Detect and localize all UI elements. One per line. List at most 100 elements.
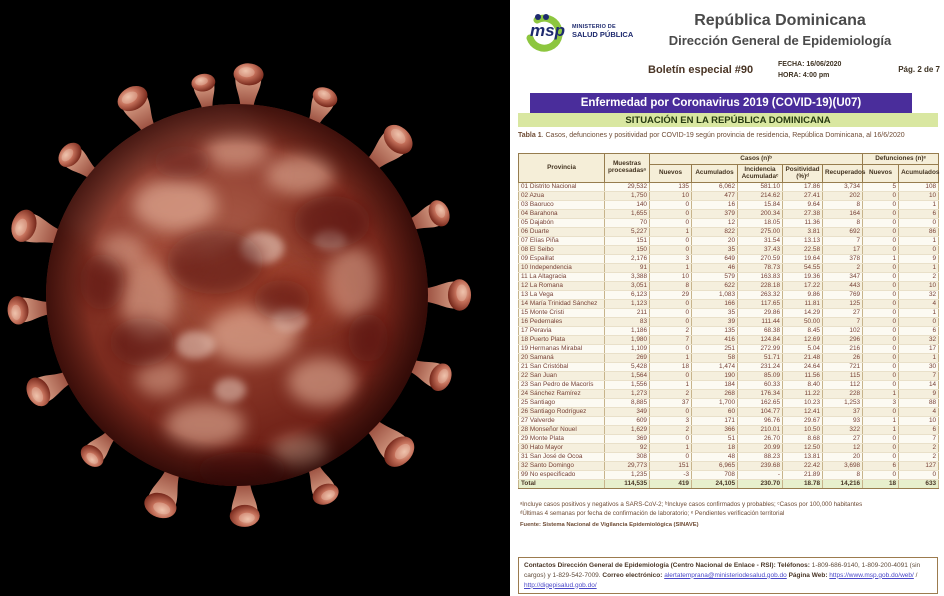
total-label: Total	[518, 479, 605, 489]
cell-value: 477	[691, 191, 738, 201]
table-row: 04 Barahona 1,655 0 379 200.34 27.38 164 0 6	[518, 209, 940, 219]
cell-value: 29	[649, 290, 692, 300]
cell-value: 15.84	[737, 200, 783, 210]
footnote-line: ᵈÚltimas 4 semanas por fecha de confirma…	[520, 509, 785, 517]
cell-value: 115	[821, 371, 864, 381]
table-row: 12 La Romana 3,051 8 622 228.18 17.22 443 0 10	[518, 281, 940, 291]
cell-value: 378	[821, 254, 864, 264]
total-value: 14,216	[821, 479, 864, 489]
cell-value: 112	[821, 380, 864, 390]
cell-value: 5,227	[604, 227, 650, 237]
cell-value: 1,253	[821, 398, 864, 408]
cell-value: 10	[898, 191, 940, 201]
virus-svg	[6, 62, 472, 528]
cell-value: 9	[898, 389, 940, 399]
cell-value: 51	[691, 434, 738, 444]
total-value: 114,535	[604, 479, 650, 489]
cell-value: 29,773	[604, 461, 650, 471]
cell-value: 581.10	[737, 182, 783, 192]
cell-value: 16	[691, 200, 738, 210]
footer-link[interactable]: https://www.msp.gob.do/web/	[829, 571, 914, 579]
cell-value: 29.86	[737, 308, 783, 318]
cell-value: 85.09	[737, 371, 783, 381]
footer-link[interactable]: alertatemprana@ministeriodesalud.gob.do	[664, 571, 787, 579]
cell-value: 27.41	[782, 191, 823, 201]
cell-value: 0	[862, 209, 900, 219]
cell-value: 0	[898, 470, 940, 480]
cell-value: 200.34	[737, 209, 783, 219]
cell-value: 3,051	[604, 281, 650, 291]
cell-value: 366	[691, 425, 738, 435]
cell-value: 379	[691, 209, 738, 219]
cell-value: 22.42	[782, 461, 823, 471]
cell-value: 124.84	[737, 335, 783, 345]
virus-illustration	[0, 0, 510, 596]
cell-value: 0	[898, 245, 940, 255]
cell-value: 176.34	[737, 389, 783, 399]
cell-value: 1,655	[604, 209, 650, 219]
footer-text: 1-809-686-9140, 1-809-200-4091 (sin carg…	[524, 562, 921, 579]
directorate-subtitle: Dirección General de Epidemiología	[668, 33, 892, 48]
total-value: 18.78	[782, 479, 823, 489]
cell-value: 9.64	[782, 200, 823, 210]
table-row: 07 Elías Piña 151 0 20 31.54 13.13 7 0 1	[518, 236, 940, 246]
cell-value: 27	[821, 308, 864, 318]
table-row: 26 Santiago Rodríguez 349 0 60 104.77 12.41 37…	[518, 407, 940, 417]
table-row: 10 Independencia 91 1 46 78.73 54.55 2 0 1	[518, 263, 940, 273]
cell-value: 24.64	[782, 362, 823, 372]
disease-banner: Enfermedad por Coronavirus 2019 (COVID-1…	[530, 93, 912, 113]
cell-value: 0	[862, 236, 900, 246]
cell-value: 20	[821, 452, 864, 462]
cell-value: 21.48	[782, 353, 823, 363]
cell-value: 3,388	[604, 272, 650, 282]
cell-value: 0	[649, 299, 692, 309]
cell-value: 2	[649, 326, 692, 336]
cell-value: 150	[604, 245, 650, 255]
cell-value: 135	[691, 326, 738, 336]
cell-value: 51.71	[737, 353, 783, 363]
cell-value: 2,176	[604, 254, 650, 264]
cell-value: 2	[821, 263, 864, 273]
page-number: Pág. 2 de 7	[898, 65, 940, 74]
total-value: 419	[649, 479, 692, 489]
cell-value: 3,698	[821, 461, 864, 471]
cell-value: 622	[691, 281, 738, 291]
cell-value: 18.05	[737, 218, 783, 228]
source-line: Fuente: Sistema Nacional de Vigilancia E…	[520, 521, 699, 528]
cell-value: 2	[898, 272, 940, 282]
table-row: 30 Hato Mayor 92 1 18 20.99 12.50 12 0 2	[518, 443, 940, 453]
cell-value: 26	[821, 353, 864, 363]
footnote-line: ᵃIncluye casos positivos y negativos a S…	[520, 501, 863, 508]
cell-provincia: 14 María Trinidad Sánchez	[518, 299, 605, 309]
cell-value: 0	[862, 362, 900, 372]
table-row: 05 Dajabón 70 0 12 18.05 11.36 8 0 0	[518, 218, 940, 228]
footer-link[interactable]: http://digepisalud.gob.do/	[524, 581, 597, 589]
cell-value: 0	[862, 290, 900, 300]
cell-provincia: 11 La Altagracia	[518, 272, 605, 282]
cell-value: 0	[649, 452, 692, 462]
cell-value: 322	[821, 425, 864, 435]
cell-value: 104.77	[737, 407, 783, 417]
col-header-recuperados: Recuperados	[821, 164, 866, 183]
cell-value: 7	[821, 317, 864, 327]
cell-provincia: 12 La Romana	[518, 281, 605, 291]
bulletin-time: HORA: 4:00 pm	[778, 71, 830, 79]
cell-value: 1	[898, 236, 940, 246]
cell-value: 0	[862, 371, 900, 381]
document-titles: República Dominicana Dirección General d…	[620, 12, 940, 48]
msp-logo-text: MINISTERIO DE SALUD PÚBLICA	[572, 24, 634, 39]
table-row: 19 Hermanas Mirabal 1,109 0 251 272.99 5.04 21…	[518, 344, 940, 354]
cell-value: 416	[691, 335, 738, 345]
cell-value: 10	[898, 416, 940, 426]
cell-value: 9.86	[782, 290, 823, 300]
cell-value: 1,235	[604, 470, 650, 480]
cell-value: 2	[649, 425, 692, 435]
table-row: 99 No especificado 1,235 -3 708-21.89 8 0 0	[518, 470, 940, 480]
col-header-incidencia: Incidencia Acumuladaᶜ	[737, 164, 783, 183]
cell-provincia: 08 El Seibo	[518, 245, 605, 255]
cell-value: 1,123	[604, 299, 650, 309]
cell-value: 184	[691, 380, 738, 390]
cell-value: 211	[604, 308, 650, 318]
cell-value: 68.38	[737, 326, 783, 336]
cell-value: 0	[862, 218, 900, 228]
